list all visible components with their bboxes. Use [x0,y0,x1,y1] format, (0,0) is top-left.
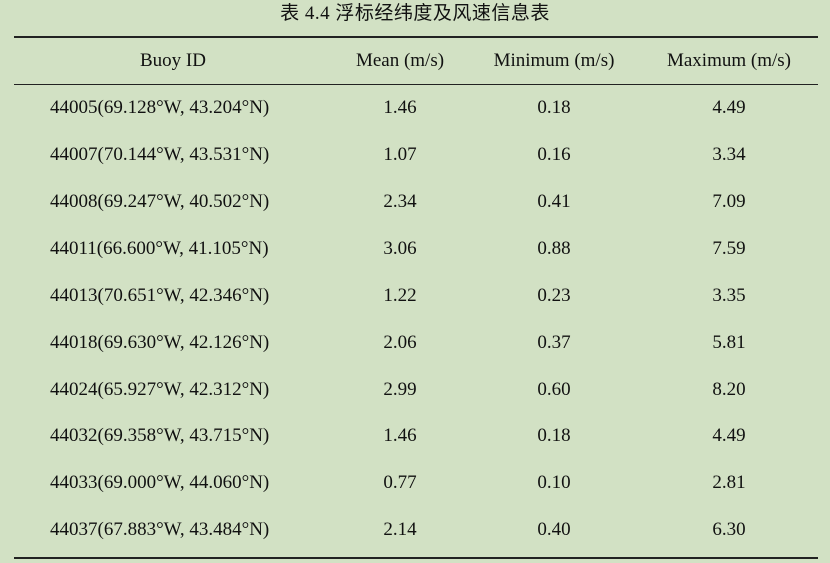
cell-buoy-id: 44007(70.144°W, 43.531°N) [50,144,270,165]
cell-mean: 1.46 [383,97,417,118]
cell-buoy-id: 44033(69.000°W, 44.060°N) [50,472,270,493]
header-minimum: Minimum (m/s) [493,50,615,71]
cell-buoy-id: 44011(66.600°W, 41.105°N) [50,238,269,259]
cell-minimum: 0.41 [537,191,571,212]
cell-minimum: 0.40 [537,519,571,540]
table-row: 44033(69.000°W, 44.060°N) 0.77 0.10 2.81 [14,471,818,495]
cell-minimum: 0.88 [537,238,571,259]
table-row: 44024(65.927°W, 42.312°N) 2.99 0.60 8.20 [14,378,818,402]
header-buoy-id: Buoy ID [140,50,206,71]
cell-mean: 3.06 [383,238,417,259]
table-row: 44037(67.883°W, 43.484°N) 2.14 0.40 6.30 [14,518,818,542]
cell-buoy-id: 44037(67.883°W, 43.484°N) [50,519,270,540]
cell-minimum: 0.60 [537,379,571,400]
cell-buoy-id: 44013(70.651°W, 42.346°N) [50,285,270,306]
cell-buoy-id: 44005(69.128°W, 43.204°N) [50,97,270,118]
cell-mean: 2.99 [383,379,417,400]
cell-buoy-id: 44008(69.247°W, 40.502°N) [50,191,270,212]
table-header-rule [14,84,818,85]
cell-minimum: 0.37 [537,332,571,353]
cell-maximum: 8.20 [712,379,746,400]
cell-mean: 0.77 [383,472,417,493]
header-mean: Mean (m/s) [355,50,445,71]
table-row: 44013(70.651°W, 42.346°N) 1.22 0.23 3.35 [14,284,818,308]
cell-maximum: 3.35 [712,285,746,306]
cell-mean: 2.14 [383,519,417,540]
cell-maximum: 4.49 [712,425,746,446]
cell-maximum: 7.09 [712,191,746,212]
cell-minimum: 0.10 [537,472,571,493]
table-row: 44008(69.247°W, 40.502°N) 2.34 0.41 7.09 [14,190,818,214]
table-top-rule [14,36,818,38]
cell-mean: 1.22 [383,285,417,306]
table-caption: 表 4.4 浮标经纬度及风速信息表 [280,3,550,24]
cell-minimum: 0.18 [537,425,571,446]
cell-maximum: 7.59 [712,238,746,259]
table-row: 44005(69.128°W, 43.204°N) 1.46 0.18 4.49 [14,96,818,120]
table-bottom-rule [14,557,818,559]
table-header-row: Buoy ID Mean (m/s) Minimum (m/s) Maximum… [14,49,818,73]
cell-mean: 2.06 [383,332,417,353]
cell-maximum: 2.81 [712,472,746,493]
cell-minimum: 0.16 [537,144,571,165]
cell-buoy-id: 44032(69.358°W, 43.715°N) [50,425,270,446]
cell-maximum: 6.30 [712,519,746,540]
table-row: 44032(69.358°W, 43.715°N) 1.46 0.18 4.49 [14,424,818,448]
cell-mean: 2.34 [383,191,417,212]
cell-mean: 1.46 [383,425,417,446]
cell-mean: 1.07 [383,144,417,165]
cell-maximum: 5.81 [712,332,746,353]
cell-maximum: 3.34 [712,144,746,165]
cell-buoy-id: 44018(69.630°W, 42.126°N) [50,332,270,353]
cell-buoy-id: 44024(65.927°W, 42.312°N) [50,379,270,400]
cell-maximum: 4.49 [712,97,746,118]
table-row: 44011(66.600°W, 41.105°N) 3.06 0.88 7.59 [14,237,818,261]
cell-minimum: 0.23 [537,285,571,306]
table-row: 44007(70.144°W, 43.531°N) 1.07 0.16 3.34 [14,143,818,167]
table-row: 44018(69.630°W, 42.126°N) 2.06 0.37 5.81 [14,331,818,355]
header-maximum: Maximum (m/s) [666,50,792,71]
cell-minimum: 0.18 [537,97,571,118]
